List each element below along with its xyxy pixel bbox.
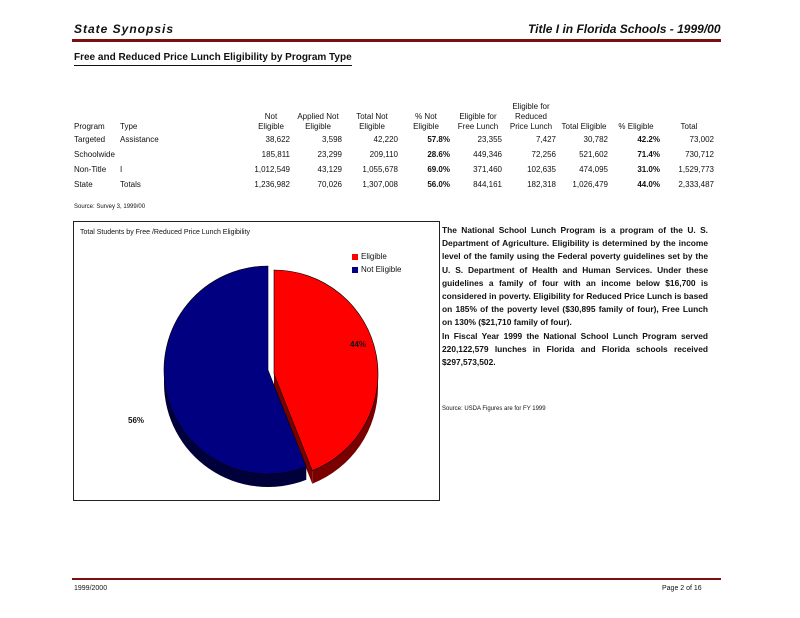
footer-year: 1999/2000 [74,585,108,592]
table-cell: 182,318 [527,180,556,189]
table-cell: 521,602 [579,150,608,159]
legend-item-eligible: Eligible [352,252,401,261]
slice-label-not-eligible: 56% [128,416,145,425]
col-header: Eligible for Reduced Price Lunch [509,102,553,131]
col-header: Type [120,122,138,131]
table-cell: 3,598 [321,135,342,144]
legend-label: Eligible [361,252,387,261]
pie-slice-eligible [273,269,379,472]
description-paragraph: The National School Lunch Program is a p… [442,225,708,328]
pie-chart [163,265,379,487]
legend-item-not-eligible: Not Eligible [352,265,401,274]
table-cell: 474,095 [579,165,608,174]
table-cell: 73,002 [689,135,714,144]
table-cell: 56.0% [427,180,450,189]
table-cell: Non-Title [74,165,107,174]
table-cell: 42.2% [637,135,660,144]
table-cell: State [74,180,93,189]
table-header-row: Program Type Not Eligible Applied Not El… [72,70,716,132]
table-cell: 7,427 [535,135,556,144]
table-cell: 102,635 [527,165,556,174]
table-cell: 69.0% [427,165,450,174]
table-cell: 23,299 [317,150,342,159]
table-cell: 209,110 [369,150,398,159]
table-cell: 57.8% [427,135,450,144]
col-header: % Eligible [618,122,654,131]
table-row: Schoolwide 185,811 23,299 209,110 28.6% 449,3… [72,147,716,162]
program-description: The National School Lunch Program is a p… [442,224,708,369]
footer-rule [72,578,721,580]
pie-chart-panel: Total Students by Free /Reduced Price Lu… [73,221,440,501]
col-header: Total [680,122,698,131]
table-cell: 44.0% [637,180,660,189]
table-cell: 71.4% [637,150,660,159]
pie-slice-not-eligible [163,265,307,475]
table-cell: 1,529,773 [678,165,714,174]
table-cell: 2,333,487 [678,180,714,189]
table-cell: 42,220 [373,135,398,144]
table-cell: 1,012,549 [254,165,290,174]
table-cell: 185,811 [261,150,290,159]
table-cell: 730,712 [685,150,714,159]
report-subtitle-right: Title I in Florida Schools - 1999/00 [528,22,721,36]
col-header: % Not Eligible [413,112,439,131]
eligibility-table: Program Type Not Eligible Applied Not El… [72,70,716,192]
table-cell: 1,055,678 [362,165,398,174]
col-header: Total Not Eligible [356,112,388,131]
table-cell: 30,782 [583,135,608,144]
table-row: Non-Title I 1,012,549 43,129 1,055,678 69.0% 3… [72,162,716,177]
chart-legend: Eligible Not Eligible [352,252,401,278]
legend-label: Not Eligible [361,265,402,274]
col-header: Program [74,122,105,131]
table-cell: Targeted [74,135,106,144]
table-cell: Totals [120,180,141,189]
table-cell: 72,256 [531,150,556,159]
legend-swatch [352,266,358,273]
col-header: Eligible for Free Lunch [457,112,499,131]
pie-slice-wall [274,374,313,484]
table-cell: 28.6% [427,150,450,159]
col-header: Applied Not Eligible [297,112,339,131]
table-cell: 844,161 [473,180,502,189]
table-cell: 371,460 [473,165,502,174]
table-cell: 70,026 [317,180,342,189]
slice-label-eligible: 44% [350,340,367,349]
table-cell: Schoolwide [74,150,115,159]
legend-swatch [352,253,358,260]
table-cell: 23,355 [477,135,502,144]
table-row: State Totals 1,236,982 70,026 1,307,008 56.0%… [72,177,716,192]
table-cell: 1,026,479 [572,180,608,189]
table-cell: I [120,165,123,174]
pie-slice-side [164,370,307,487]
header-rule [72,39,721,42]
col-header: Not Eligible [258,112,284,131]
report-title: State Synopsis [74,22,175,36]
table-cell: 1,236,982 [254,180,290,189]
table-cell: 1,307,008 [362,180,398,189]
description-paragraph: In Fiscal Year 1999 the National School … [442,330,708,368]
page-number: Page 2 of 16 [662,585,702,592]
table-cell: 31.0% [637,165,660,174]
table-cell [118,147,250,162]
section-title: Free and Reduced Price Lunch Eligibility… [74,52,352,66]
table-cell: Assistance [120,135,159,144]
pie-slice-side [312,374,378,484]
table-cell: 449,346 [473,150,502,159]
description-source-note: Source: USDA Figures are for FY 1999 [442,406,546,412]
table-row: Targeted Assistance 38,622 3,598 42,220 57.8%… [72,132,716,147]
table-cell: 43,129 [317,165,342,174]
chart-title: Total Students by Free /Reduced Price Lu… [80,229,251,236]
table-cell: 38,622 [265,135,290,144]
col-header: Total Eligible [561,122,607,131]
table-source-note: Source: Survey 3, 1999/00 [74,204,146,210]
